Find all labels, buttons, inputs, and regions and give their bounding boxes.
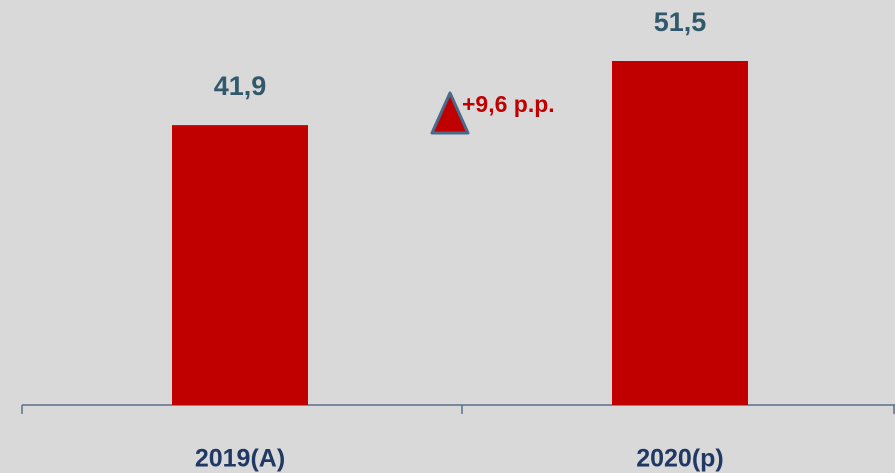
bar xyxy=(172,125,308,406)
x-tick-label: 2020(p) xyxy=(636,445,724,473)
annotation: +9,6 p.p. xyxy=(462,91,555,117)
value-label: 51,5 xyxy=(654,7,707,37)
bar xyxy=(612,61,748,405)
increase-icon xyxy=(430,91,470,135)
x-tick-label: 2019(A) xyxy=(195,445,285,473)
value-label: 41,9 xyxy=(214,71,267,101)
